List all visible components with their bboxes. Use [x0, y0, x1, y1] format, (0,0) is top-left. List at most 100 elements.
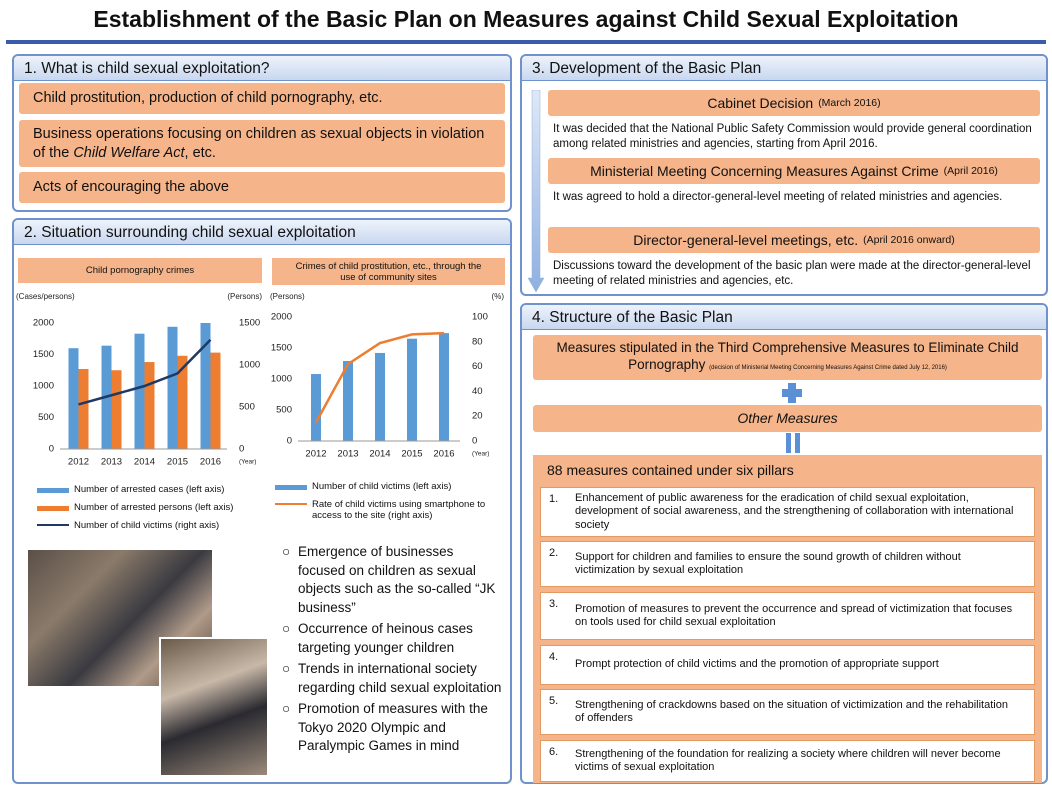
pillar-number: 3. [541, 598, 575, 612]
chart-title: Child pornography crimes [18, 258, 262, 283]
bullet-text: Promotion of measures with the Tokyo 202… [298, 700, 504, 756]
item-box: Acts of encouraging the above [19, 172, 505, 203]
y2-tick-label: 1500 [239, 318, 260, 329]
equals-bar [786, 433, 791, 453]
pillar-box: 5.Strengthening of crackdowns based on t… [540, 689, 1035, 735]
legend-item: Number of child victims (left axis) [275, 481, 507, 492]
measures-note: (decision of Ministerial Meeting Concern… [709, 365, 947, 371]
bullet-item: ○Trends in international society regardi… [282, 660, 504, 697]
other-measures-text: Other Measures [737, 409, 837, 428]
x-tick-label: 2012 [305, 449, 326, 460]
pillar-text: Strengthening of the foundation for real… [575, 748, 1034, 775]
pillar-box: 3.Promotion of measures to prevent the o… [540, 592, 1035, 640]
plus-shape [782, 383, 802, 403]
legend-swatch [37, 506, 69, 511]
chart: (Cases/persons)(Persons)0500100015002000… [12, 288, 268, 478]
equals-bar [795, 433, 800, 453]
legend-label: Number of child victims (left axis) [312, 481, 451, 492]
bullet-text: Trends in international society regardin… [298, 660, 504, 697]
bar [135, 334, 145, 449]
y-tick-label: 0 [287, 436, 292, 447]
pillar-box: 4.Prompt protection of child victims and… [540, 645, 1035, 685]
pillar-number: 1. [541, 493, 575, 507]
bullet-marker: ○ [282, 620, 298, 657]
y2-tick-label: 0 [472, 436, 477, 447]
title-rule [6, 40, 1046, 44]
legend-swatch [275, 503, 307, 505]
legend-item: Number of arrested persons (left axis) [37, 502, 267, 513]
pillar-number: 4. [541, 651, 575, 665]
step-date: (April 2016) [944, 162, 998, 181]
bullet-text: Emergence of businesses focused on child… [298, 543, 504, 617]
legend-item: Number of arrested cases (left axis) [37, 484, 267, 495]
x-tick-label: 2013 [337, 449, 358, 460]
y-tick-label: 1000 [271, 374, 292, 385]
bullet-item: ○Emergence of businesses focused on chil… [282, 543, 504, 617]
y2-axis-label: (Persons) [227, 292, 262, 301]
pillar-text: Prompt protection of child victims and t… [575, 658, 959, 672]
item-text-part: , etc. [185, 145, 216, 161]
bullet-list: ○Emergence of businesses focused on chil… [282, 543, 504, 759]
bar [112, 370, 122, 449]
x-tick-label: 2015 [401, 449, 422, 460]
chart-title: Crimes of child prostitution, etc., thro… [272, 258, 505, 285]
y-tick-label: 1500 [33, 349, 54, 360]
pillar-number: 5. [541, 695, 575, 709]
item-box: Business operations focusing on children… [19, 120, 505, 167]
bar [211, 353, 221, 449]
y-tick-label: 1500 [271, 343, 292, 354]
y2-tick-label: 100 [472, 312, 488, 323]
pillar-number: 6. [541, 746, 575, 760]
bar [79, 369, 89, 449]
item-italic: Child Welfare Act [73, 145, 184, 161]
pillar-number: 2. [541, 547, 575, 561]
legend-item: Rate of child victims using smartphone t… [275, 499, 507, 521]
other-measures-box: Other Measures [533, 405, 1042, 432]
y2-tick-label: 20 [472, 411, 483, 422]
measures-box: Measures stipulated in the Third Compreh… [533, 335, 1042, 380]
pillar-text: Enhancement of public awareness for the … [575, 492, 1034, 533]
arrow-shape [528, 90, 544, 292]
equals-icon [784, 432, 802, 454]
y-axis-label: (Cases/persons) [16, 292, 75, 301]
y2-axis-label: (%) [492, 292, 505, 301]
legend-label: Number of child victims (right axis) [74, 520, 219, 531]
legend-label: Number of arrested persons (left axis) [74, 502, 233, 513]
page: Establishment of the Basic Plan on Measu… [0, 0, 1052, 785]
item-text: Business operations focusing on children… [33, 125, 491, 163]
step-title: Cabinet Decision [707, 94, 813, 113]
x-tick-label: 2012 [68, 457, 89, 468]
step-title: Director-general-level meetings, etc. [633, 231, 858, 250]
bullet-marker: ○ [282, 660, 298, 697]
step-text: It was agreed to hold a director-general… [553, 190, 1043, 205]
section-heading: 3. Development of the Basic Plan [522, 56, 1046, 81]
legend-swatch [37, 524, 69, 526]
bullet-item: ○Promotion of measures with the Tokyo 20… [282, 700, 504, 756]
bullet-item: ○Occurrence of heinous cases targeting y… [282, 620, 504, 657]
legend-swatch [37, 488, 69, 493]
x-tick-label: 2014 [134, 457, 155, 468]
pillar-text: Strengthening of crackdowns based on the… [575, 699, 1034, 726]
y2-tick-label: 500 [239, 402, 255, 413]
x-tick-label: 2013 [101, 457, 122, 468]
page-title: Establishment of the Basic Plan on Measu… [0, 6, 1052, 33]
plus-icon [780, 381, 804, 405]
x-axis-label: (Year) [239, 459, 256, 466]
bullet-marker: ○ [282, 700, 298, 756]
x-tick-label: 2015 [167, 457, 188, 468]
step-box: Ministerial Meeting Concerning Measures … [548, 158, 1040, 184]
legend-item: Number of child victims (right axis) [37, 520, 267, 531]
bullet-marker: ○ [282, 543, 298, 617]
pillar-box: 1.Enhancement of public awareness for th… [540, 487, 1035, 537]
y-tick-label: 0 [49, 444, 54, 455]
legend: Number of arrested cases (left axis) Numb… [37, 484, 267, 538]
x-tick-label: 2014 [369, 449, 390, 460]
bar [439, 333, 449, 441]
legend-label: Rate of child victims using smartphone t… [312, 499, 507, 521]
measures-text: Measures stipulated in the Third Compreh… [543, 339, 1032, 377]
section-heading: 2. Situation surrounding child sexual ex… [14, 220, 510, 245]
y-tick-label: 2000 [33, 318, 54, 329]
photo [159, 637, 269, 777]
x-axis-label: (Year) [472, 451, 489, 458]
step-title: Ministerial Meeting Concerning Measures … [590, 162, 939, 181]
